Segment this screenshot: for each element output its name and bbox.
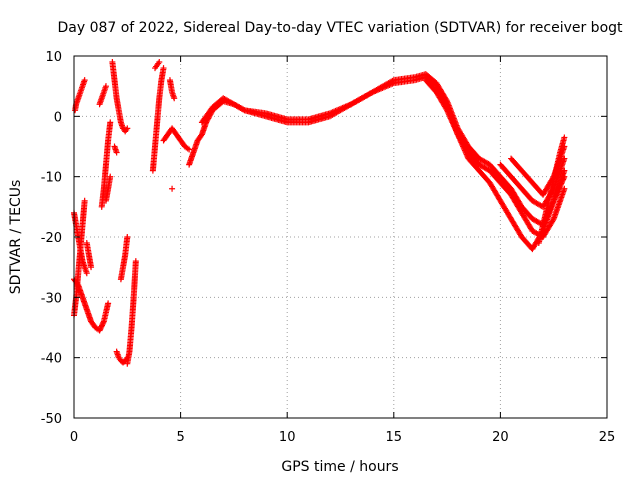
data-point [102, 83, 109, 90]
series-seg18 [169, 185, 176, 192]
x-tick-label: 15 [386, 430, 403, 445]
series-seg6 [96, 83, 109, 108]
series-seg4 [71, 276, 112, 334]
data-point [549, 217, 556, 224]
x-tick-labels: 0 5 10 15 20 25 [70, 430, 615, 445]
data-point [113, 149, 120, 156]
series-seg1 [72, 77, 88, 114]
y-tick-label: -20 [41, 231, 62, 246]
y-tick-label: -10 [41, 171, 62, 186]
data-point [443, 96, 450, 103]
data-point [561, 185, 568, 192]
data-point [81, 77, 88, 84]
y-tick-label: 10 [45, 50, 62, 65]
data-point [171, 95, 178, 102]
x-tick-label: 0 [70, 430, 78, 445]
series-seg5 [83, 240, 95, 271]
data-point [389, 77, 396, 84]
data-point [83, 270, 90, 277]
y-axis-label: SDTVAR / TECUs [8, 180, 24, 295]
series-seg16 [166, 77, 178, 102]
data-point [156, 59, 163, 66]
data-point [81, 197, 88, 204]
data-point [561, 134, 568, 141]
data-point [132, 258, 139, 265]
series-seg14 [149, 65, 167, 174]
grid [74, 56, 607, 418]
data-point [100, 319, 107, 326]
series-seg17 [160, 125, 193, 153]
y-tick-label: -40 [41, 352, 62, 367]
y-tick-labels: 10 0 -10 -20 -30 -40 -50 [41, 50, 62, 427]
series-seg21 [422, 77, 568, 253]
series-seg13 [124, 258, 139, 367]
y-tick-label: -30 [41, 291, 62, 306]
data-point [169, 185, 176, 192]
x-tick-label: 10 [279, 430, 296, 445]
y-tick-label: -50 [41, 412, 62, 427]
chart-title: Day 087 of 2022, Sidereal Day-to-day VTE… [57, 20, 623, 36]
data-point [105, 300, 112, 307]
data-point [107, 173, 114, 180]
data-point [240, 106, 247, 113]
series-seg8 [102, 173, 114, 204]
series-seg11 [117, 234, 131, 283]
data-point [88, 264, 95, 271]
data-point [107, 119, 114, 126]
axis-ticks [73, 55, 608, 419]
series-seg15 [152, 59, 163, 72]
series-seg10 [111, 143, 120, 156]
data-point [160, 65, 167, 72]
data-point [443, 106, 450, 113]
series-seg20 [198, 71, 568, 228]
x-tick-label: 20 [492, 430, 509, 445]
data-points [71, 59, 568, 367]
data-point [124, 125, 131, 132]
x-tick-label: 5 [176, 430, 184, 445]
x-tick-label: 25 [599, 430, 616, 445]
data-point [186, 146, 193, 153]
series-seg24 [535, 134, 568, 247]
series-seg9 [109, 59, 131, 135]
data-point [124, 234, 131, 240]
x-axis-label: GPS time / hours [281, 459, 398, 475]
y-tick-label: 0 [54, 110, 62, 125]
